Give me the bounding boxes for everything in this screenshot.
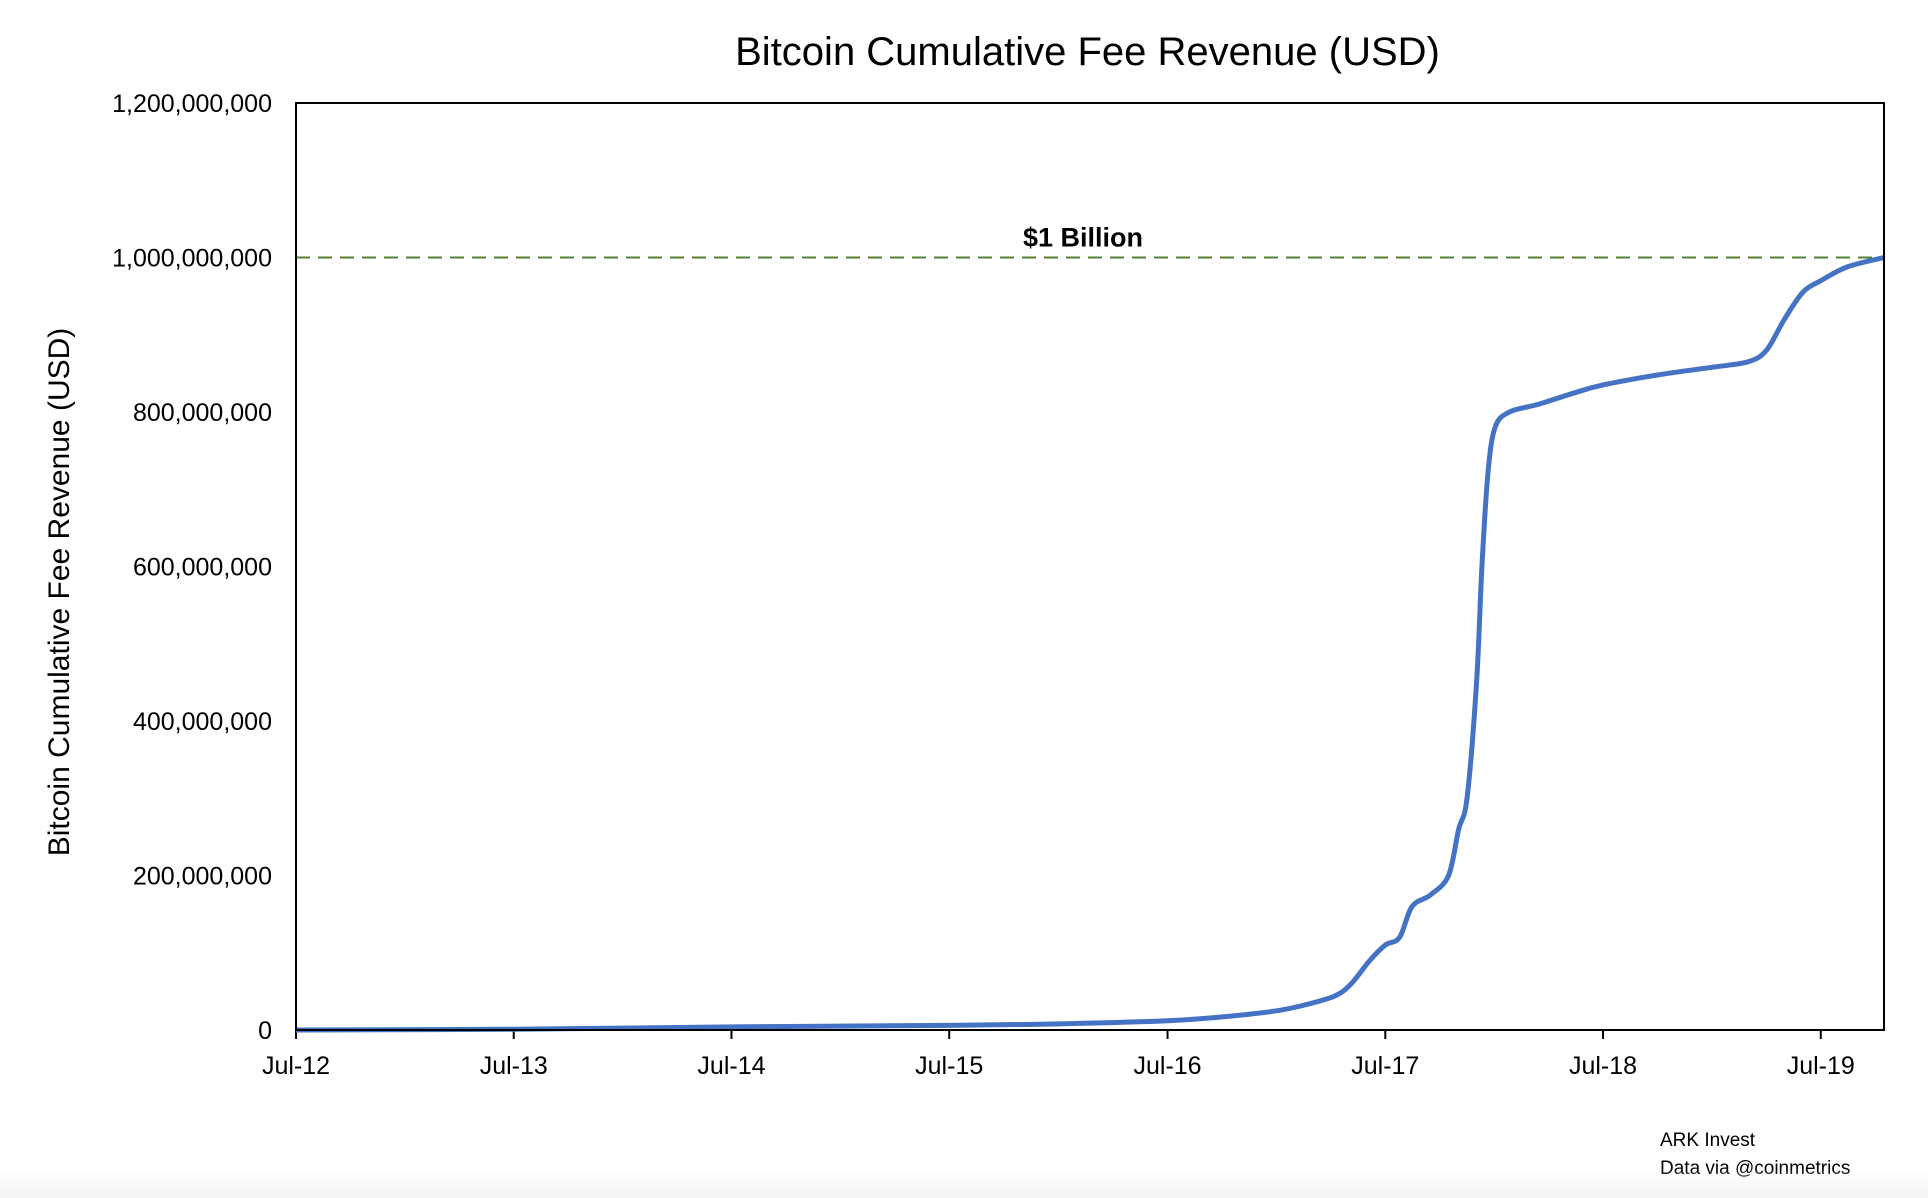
- series-line: [295, 255, 1885, 1033]
- y-tick-label: 200,000,000: [133, 863, 272, 891]
- y-tick-label: 1,200,000,000: [112, 90, 272, 118]
- x-tick-label: Jul-12: [262, 1052, 330, 1080]
- x-tick-label: Jul-15: [915, 1052, 983, 1080]
- y-tick-label: 1,000,000,000: [112, 245, 272, 273]
- x-tick-label: Jul-17: [1351, 1052, 1419, 1080]
- plot-frame: [295, 102, 1885, 1031]
- bottom-shadow: [0, 1168, 1928, 1198]
- y-tick-label: 800,000,000: [133, 399, 272, 427]
- x-tick-label: Jul-19: [1787, 1052, 1855, 1080]
- y-tick-label: 400,000,000: [133, 708, 272, 736]
- x-tick-label: Jul-13: [480, 1052, 548, 1080]
- chart-title: Bitcoin Cumulative Fee Revenue (USD): [735, 30, 1440, 74]
- x-tick-label: Jul-18: [1569, 1052, 1637, 1080]
- x-tick-label: Jul-14: [697, 1052, 765, 1080]
- y-tick-label: 600,000,000: [133, 554, 272, 582]
- y-tick-label: 0: [258, 1017, 272, 1045]
- source-label: ARK Invest: [1660, 1130, 1756, 1151]
- x-tick-label: Jul-16: [1134, 1052, 1202, 1080]
- reference-line-label: $1 Billion: [1023, 223, 1143, 253]
